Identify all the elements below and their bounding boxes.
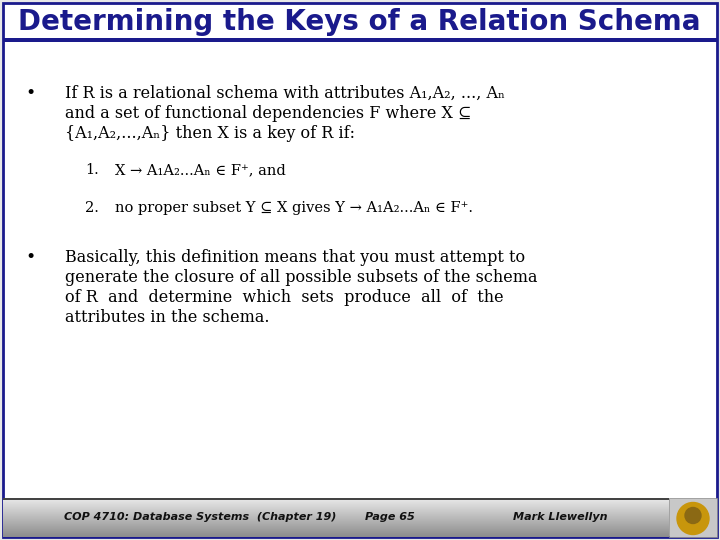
Bar <box>3 534 669 535</box>
Bar <box>3 517 669 518</box>
Bar <box>3 522 669 523</box>
Bar <box>3 516 669 517</box>
Bar <box>3 38 717 42</box>
Bar <box>3 507 669 508</box>
Bar <box>3 514 669 515</box>
Text: Determining the Keys of a Relation Schema: Determining the Keys of a Relation Schem… <box>18 8 701 36</box>
Text: Page 65: Page 65 <box>365 512 415 523</box>
Bar <box>3 506 669 507</box>
Bar <box>3 511 669 512</box>
Bar <box>3 528 669 529</box>
Bar <box>3 526 669 527</box>
Text: X → A₁A₂...Aₙ ∈ F⁺, and: X → A₁A₂...Aₙ ∈ F⁺, and <box>115 163 286 177</box>
Bar <box>3 532 669 533</box>
Bar <box>3 513 669 514</box>
Circle shape <box>677 503 709 535</box>
Bar <box>3 536 669 537</box>
Text: and a set of functional dependencies F where X ⊆: and a set of functional dependencies F w… <box>65 105 472 122</box>
Bar <box>3 509 669 510</box>
Bar <box>3 508 669 509</box>
Bar <box>3 504 669 505</box>
Text: COP 4710: Database Systems  (Chapter 19): COP 4710: Database Systems (Chapter 19) <box>64 512 336 523</box>
Text: of R  and  determine  which  sets  produce  all  of  the: of R and determine which sets produce al… <box>65 289 503 306</box>
Text: •: • <box>25 249 35 266</box>
Bar <box>3 525 669 526</box>
Bar <box>3 520 669 521</box>
Bar <box>3 518 669 519</box>
Bar <box>3 498 669 500</box>
Bar <box>3 521 669 522</box>
Text: generate the closure of all possible subsets of the schema: generate the closure of all possible sub… <box>65 269 538 286</box>
Bar <box>3 535 669 536</box>
Bar <box>3 501 669 502</box>
Text: 1.: 1. <box>85 163 99 177</box>
Text: 2.: 2. <box>85 201 99 215</box>
Bar <box>3 527 669 528</box>
Bar <box>3 523 669 524</box>
Text: attributes in the schema.: attributes in the schema. <box>65 309 269 326</box>
Bar <box>3 529 669 530</box>
Bar <box>3 502 669 503</box>
Bar <box>3 524 669 525</box>
Bar <box>3 503 669 504</box>
Bar <box>3 500 669 501</box>
Circle shape <box>685 508 701 523</box>
Bar <box>3 512 669 513</box>
Text: no proper subset Y ⊆ X gives Y → A₁A₂...Aₙ ∈ F⁺.: no proper subset Y ⊆ X gives Y → A₁A₂...… <box>115 201 473 215</box>
Bar <box>3 519 669 520</box>
Bar <box>3 515 669 516</box>
Bar <box>3 505 669 506</box>
Bar <box>3 531 669 532</box>
Bar <box>669 498 717 537</box>
Text: If R is a relational schema with attributes A₁,A₂, ..., Aₙ: If R is a relational schema with attribu… <box>65 85 505 102</box>
Bar <box>3 533 669 534</box>
Bar <box>3 510 669 511</box>
Text: •: • <box>25 85 35 102</box>
Text: Basically, this definition means that you must attempt to: Basically, this definition means that yo… <box>65 249 525 266</box>
Bar <box>3 530 669 531</box>
Text: {A₁,A₂,...,Aₙ} then X is a key of R if:: {A₁,A₂,...,Aₙ} then X is a key of R if: <box>65 125 355 142</box>
Text: Mark Llewellyn: Mark Llewellyn <box>513 512 607 523</box>
